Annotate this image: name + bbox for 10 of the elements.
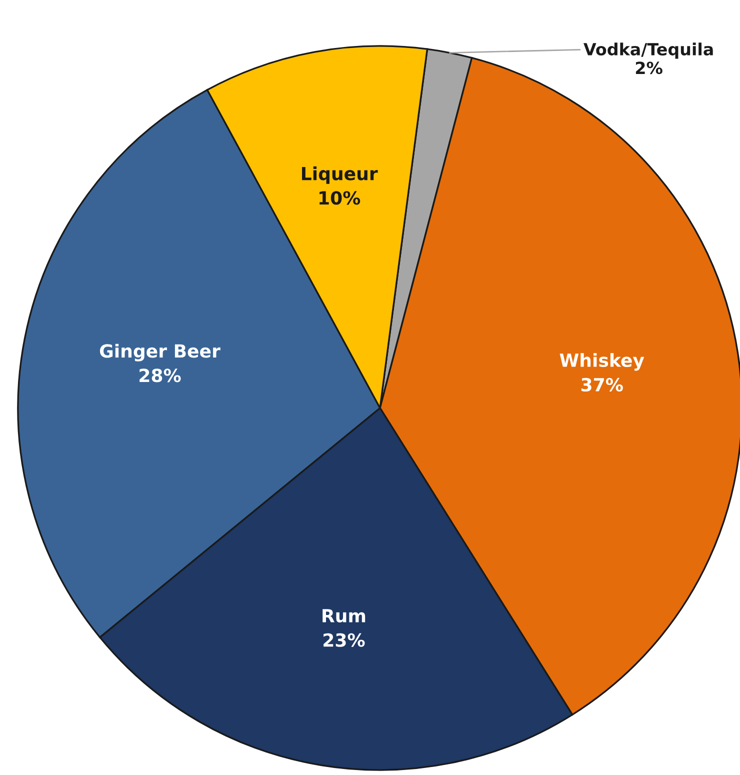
data-label: 37% xyxy=(581,378,623,392)
slice-label: Rum xyxy=(322,609,366,623)
data-label: 2% xyxy=(636,62,662,74)
data-label: 10% xyxy=(320,191,360,205)
slice-label: Whiskey xyxy=(560,353,644,371)
data-label: 23% xyxy=(324,633,365,647)
slice-label: Vodka/Tequila xyxy=(584,42,713,59)
data-label: 28% xyxy=(140,368,181,382)
slice-label: Liqueur xyxy=(302,166,378,184)
slice-label: Ginger Beer xyxy=(100,344,220,362)
